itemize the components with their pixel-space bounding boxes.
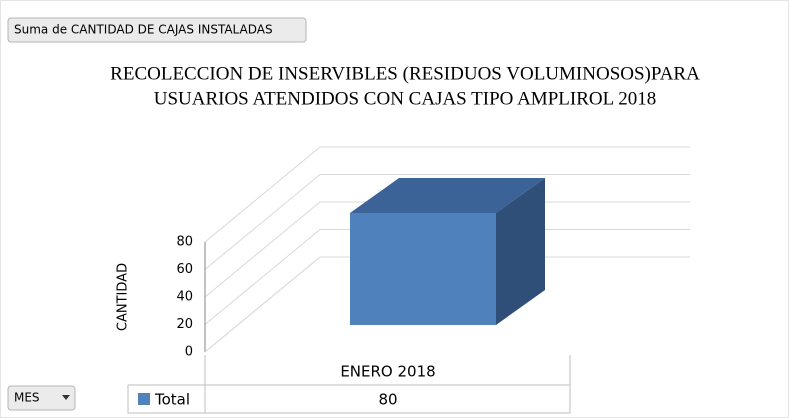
y-tick-label: 60 [176,262,193,277]
data-table-value: 80 [378,391,397,409]
field-button[interactable] [7,17,307,43]
bar-top [350,178,545,213]
legend-label: Total [154,391,190,409]
data-table-border [127,355,571,414]
grid-line [204,201,690,298]
chart-title: RECOLECCION DE INSERVIBLES (RESIDUOS VOL… [110,63,700,84]
legend-swatch [138,393,150,405]
y-axis-label: CANTIDAD [116,263,131,331]
grid-line [204,229,690,325]
dropdown-arrow [62,395,70,400]
bar-side [496,178,545,325]
grid-line [204,146,690,243]
bar [350,213,496,325]
y-tick-label: 80 [176,235,193,250]
field-button-label: Suma de CANTIDAD DE CAJAS INSTALADAS [14,23,273,37]
y-tick-label: 40 [176,290,193,305]
x-tick-label: ENERO 2018 [340,363,435,381]
chart-title: USUARIOS ATENDIDOS CON CAJAS TIPO AMPLIR… [154,88,657,109]
y-tick-label: 0 [185,345,193,360]
floor [204,256,690,353]
grid-line [204,174,690,270]
y-tick-label: 20 [176,317,193,332]
axis-button[interactable] [7,385,76,411]
axis-button-label: MES [14,391,40,405]
